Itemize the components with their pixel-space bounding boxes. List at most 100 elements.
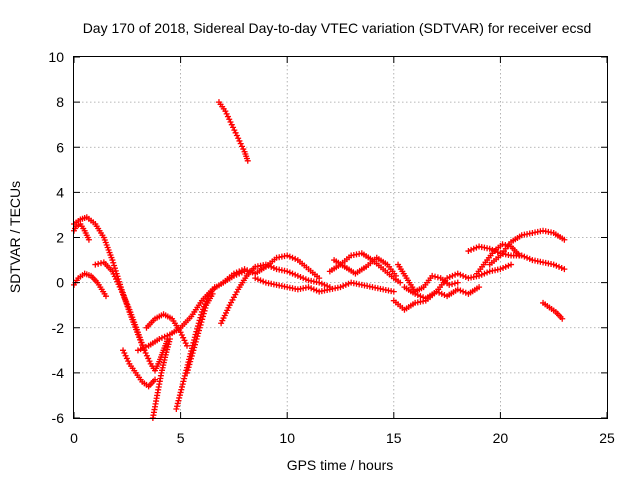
data-point: [226, 116, 233, 123]
series-sat-r: [395, 261, 461, 295]
data-point: [222, 108, 229, 115]
data-point: [244, 157, 251, 164]
data-point: [316, 275, 323, 282]
data-point: [481, 270, 488, 277]
x-tick-label-1: 5: [177, 430, 185, 446]
y-tick-label-4: 2: [56, 230, 64, 246]
data-point: [244, 267, 251, 274]
data-point: [473, 244, 480, 251]
data-point: [414, 292, 421, 299]
data-point: [197, 321, 204, 328]
data-point: [345, 280, 352, 287]
data-point: [235, 135, 242, 142]
data-point: [109, 257, 116, 264]
data-point: [164, 332, 171, 339]
data-point: [230, 270, 237, 277]
data-point: [302, 276, 309, 283]
data-point: [185, 364, 192, 371]
x-tick-label-2: 10: [279, 430, 295, 446]
series-sat-p: [331, 254, 399, 279]
data-point: [446, 281, 453, 288]
data-point: [524, 254, 531, 261]
data-point: [260, 278, 267, 285]
data-point: [228, 121, 235, 128]
data-point: [200, 310, 207, 317]
data-point: [195, 327, 202, 334]
data-point: [85, 236, 92, 243]
data-point: [183, 342, 190, 349]
data-point: [224, 113, 231, 120]
data-point: [561, 236, 568, 243]
data-point: [499, 241, 506, 248]
series-sat-l: [218, 261, 333, 327]
data-point: [452, 271, 459, 278]
data-point: [478, 271, 485, 278]
data-point: [462, 273, 469, 280]
data-point: [121, 350, 128, 357]
y-tick-label-6: 6: [56, 139, 64, 155]
data-point: [182, 340, 189, 347]
data-point: [180, 334, 187, 341]
data-point: [318, 280, 325, 287]
data-point: [297, 273, 304, 280]
data-point: [111, 265, 118, 272]
data-point: [140, 345, 147, 352]
data-point: [238, 267, 245, 274]
data-point: [174, 400, 181, 407]
series-sat-m: [220, 252, 323, 286]
data-points: [71, 99, 568, 421]
series-sat-u: [486, 227, 568, 268]
data-point: [516, 252, 523, 259]
y-tick-label-3: 0: [56, 275, 64, 291]
x-tick-label-0: 0: [70, 430, 78, 446]
x-tick-label-5: 25: [599, 430, 615, 446]
data-point: [189, 350, 196, 357]
data-point: [252, 275, 259, 282]
data-point: [180, 378, 187, 385]
data-point: [305, 284, 312, 291]
data-point: [175, 397, 182, 404]
data-point: [553, 262, 560, 269]
data-point: [176, 392, 183, 399]
data-point: [176, 394, 183, 401]
data-point: [199, 313, 206, 320]
y-tick-label-5: 4: [56, 184, 64, 200]
data-point: [181, 372, 188, 379]
data-point: [161, 333, 168, 340]
series-sat-j: [183, 290, 216, 376]
data-point: [438, 290, 445, 297]
data-point: [502, 263, 509, 270]
data-point: [390, 288, 397, 295]
data-point: [284, 268, 291, 275]
data-point: [191, 341, 198, 348]
data-point: [308, 285, 315, 292]
series-sat-h: [143, 311, 190, 349]
data-point: [123, 355, 130, 362]
data-point: [111, 262, 118, 269]
data-point: [289, 254, 296, 261]
data-point: [236, 268, 243, 275]
data-point: [230, 124, 237, 131]
data-point: [193, 336, 200, 343]
data-point: [310, 286, 317, 293]
data-point: [556, 263, 563, 270]
data-point: [505, 262, 512, 269]
x-axis-ticks: 0 5 10 15 20 25: [70, 57, 615, 446]
data-point: [429, 272, 436, 279]
data-point: [392, 272, 399, 279]
data-point: [146, 358, 153, 365]
data-point: [460, 288, 467, 295]
data-point: [454, 270, 461, 277]
data-point: [198, 319, 205, 326]
series-sat-t: [465, 243, 568, 273]
data-point: [188, 352, 195, 359]
series-sat-k: [215, 99, 251, 164]
data-point: [142, 350, 149, 357]
data-point: [337, 284, 344, 291]
data-point: [240, 146, 247, 153]
data-point: [231, 127, 238, 134]
data-point: [92, 261, 99, 268]
data-point: [446, 273, 453, 280]
plot-frame: [73, 56, 608, 419]
data-point: [232, 129, 239, 136]
